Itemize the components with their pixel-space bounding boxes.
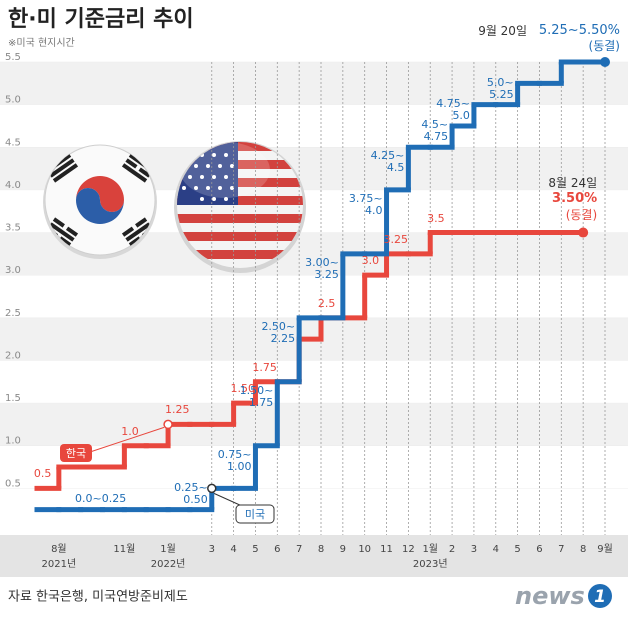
logo-mark: 1 <box>594 587 606 607</box>
value-label: 3.25 <box>383 232 408 246</box>
y-tick-label: 4.0 <box>5 180 21 191</box>
year-label: 2022년 <box>151 558 186 570</box>
value-label: 3.75~ 4.0 <box>348 191 383 217</box>
x-tick-label: 9월 <box>597 543 613 555</box>
x-axis-band <box>0 535 628 577</box>
y-tick-label: 5.5 <box>5 52 21 63</box>
korea-flag <box>43 144 157 259</box>
x-tick-label: 6 <box>274 544 280 555</box>
x-tick-label: 3 <box>209 544 215 555</box>
x-tick-label: 12 <box>402 544 415 555</box>
x-tick-label: 7 <box>558 544 564 555</box>
legend-connector <box>211 491 240 506</box>
y-tick-label: 2.0 <box>5 350 21 361</box>
value-label: 0.5 <box>33 467 52 481</box>
y-tick-label: 4.5 <box>5 137 21 148</box>
x-tick-label: 5 <box>514 544 520 555</box>
value-label: 0.75~ 1.00 <box>217 447 252 473</box>
source: 자료 한국은행, 미국연방준비제도 <box>8 589 188 605</box>
subtitle: ※미국 현지시간 <box>8 37 75 49</box>
x-tick-label: 5 <box>252 544 258 555</box>
x-tick-label: 8 <box>318 544 324 555</box>
value-label: 3.0 <box>361 254 380 268</box>
legend-ring <box>163 419 173 430</box>
end-note-status: (동결) <box>565 207 598 222</box>
logo: news 1 <box>515 582 612 610</box>
x-tick-label: 4 <box>493 544 499 555</box>
legend-box <box>60 444 92 462</box>
us-flag <box>174 141 306 273</box>
legend-box <box>235 504 275 524</box>
end-note-rate: 5.25~5.50% <box>538 23 620 38</box>
x-tick-label: 6 <box>536 544 542 555</box>
value-label: 0.0~0.25 <box>75 491 127 505</box>
value-label: 3.00~ 3.25 <box>305 255 339 281</box>
legend-label: 미국 <box>245 508 265 521</box>
end-dot <box>578 227 589 238</box>
x-tick-label: 11 <box>380 544 393 555</box>
value-label: 2.50~ 2.25 <box>261 319 296 345</box>
value-label: 4.25~ 4.5 <box>370 149 405 175</box>
y-tick-label: 1.5 <box>5 393 21 404</box>
stripe <box>0 403 628 446</box>
chart-title: 한·미 기준금리 추이 <box>8 7 194 32</box>
x-tick-label: 1월 <box>160 543 176 555</box>
x-tick-label: 11월 <box>113 543 135 555</box>
end-note-rate: 3.50% <box>552 190 598 206</box>
value-label: 1.75 <box>252 360 277 374</box>
x-tick-label: 1월 <box>422 543 438 555</box>
year-label: 2021년 <box>42 558 77 570</box>
value-label: 3.5 <box>427 211 445 225</box>
y-tick-label: 5.0 <box>5 95 21 106</box>
value-label: 1.25 <box>165 403 190 417</box>
y-tick-label: 0.5 <box>5 478 21 489</box>
value-label: 5.0~ 5.25 <box>486 75 514 101</box>
logo-badge <box>588 584 612 608</box>
x-tick-label: 2 <box>449 544 455 555</box>
end-dot <box>600 57 610 67</box>
value-label: 0.25~ 0.50 <box>174 480 208 506</box>
legend-connector <box>89 426 165 453</box>
y-tick-label: 1.0 <box>5 436 21 447</box>
legend-label: 한국 <box>66 447 86 460</box>
y-tick-label: 3.0 <box>5 265 21 276</box>
value-label: 1.0 <box>121 424 139 438</box>
value-label: 4.5~ 4.75 <box>421 118 449 144</box>
x-tick-label: 7 <box>296 544 302 555</box>
end-note-status: (동결) <box>588 39 620 53</box>
logo-text: news <box>515 582 585 610</box>
y-tick-label: 3.5 <box>5 223 21 234</box>
end-note-date: 9월 20일 <box>478 24 527 38</box>
value-label: 4.75~ 5.0 <box>436 96 470 122</box>
x-tick-label: 9 <box>340 544 346 555</box>
value-label: 1.50 <box>230 382 256 396</box>
value-label: 1.50~ 1.75 <box>239 383 274 409</box>
y-tick-label: 2.5 <box>5 308 21 319</box>
x-tick-label: 4 <box>230 544 236 555</box>
value-label: 2.5 <box>317 296 336 310</box>
x-tick-label: 8 <box>580 544 586 555</box>
x-tick-label: 10 <box>358 544 371 555</box>
legend-ring <box>207 483 217 494</box>
x-tick-label: 8월 <box>51 543 67 555</box>
x-tick-label: 3 <box>471 544 477 555</box>
year-label: 2023년 <box>413 558 448 570</box>
end-note-date: 8월 24일 <box>548 175 598 190</box>
